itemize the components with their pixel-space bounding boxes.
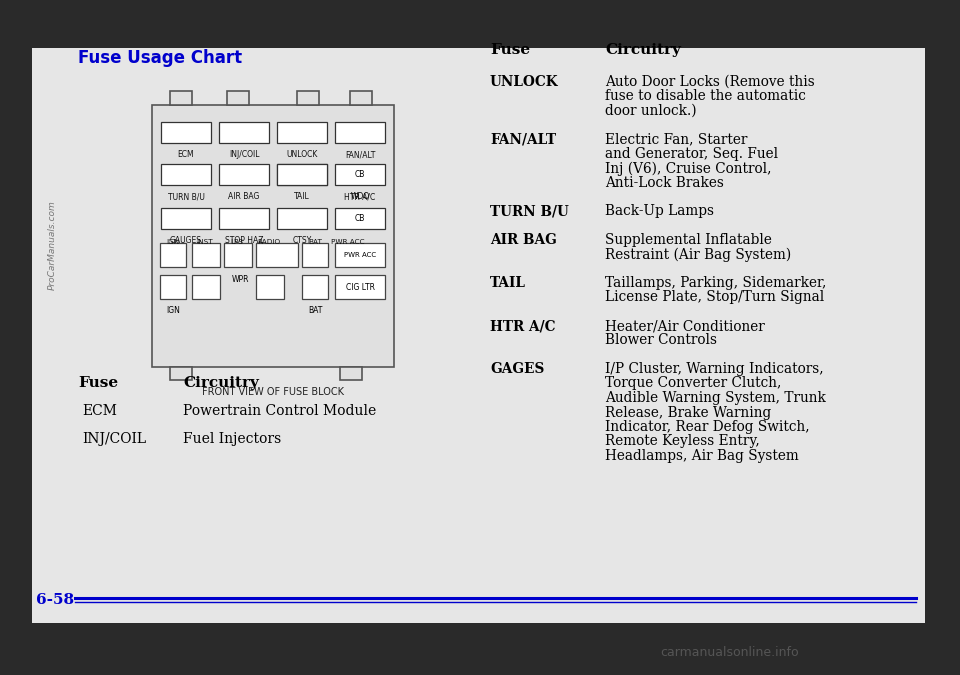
Text: Indicator, Rear Defog Switch,: Indicator, Rear Defog Switch, (605, 420, 809, 434)
Text: INJ/COIL: INJ/COIL (82, 432, 146, 446)
Text: WDO: WDO (350, 192, 370, 201)
Bar (335, 275, 385, 299)
Bar (335, 243, 385, 267)
Text: and Generator, Seq. Fuel: and Generator, Seq. Fuel (605, 147, 779, 161)
Bar (277, 164, 327, 185)
Text: Back-Up Lamps: Back-Up Lamps (605, 205, 714, 219)
Text: Release, Brake Warning: Release, Brake Warning (605, 406, 771, 419)
Bar (161, 208, 211, 229)
Text: CB: CB (355, 170, 365, 179)
Bar (302, 275, 328, 299)
Text: WPR: WPR (231, 275, 249, 284)
Text: Powertrain Control Module: Powertrain Control Module (183, 404, 376, 418)
Bar (277, 208, 327, 229)
Text: TAIL: TAIL (294, 192, 310, 201)
Text: HTR A/C: HTR A/C (345, 192, 375, 201)
Text: Fuel Injectors: Fuel Injectors (183, 432, 281, 446)
Text: Heater/Air Conditioner: Heater/Air Conditioner (605, 319, 765, 333)
Text: Fuse: Fuse (78, 376, 118, 390)
Text: IGN: IGN (166, 239, 180, 245)
Bar (161, 164, 211, 185)
Text: INST: INST (197, 239, 213, 245)
Text: GAGES: GAGES (490, 362, 544, 376)
Text: 6-58: 6-58 (36, 593, 74, 607)
Text: Circuitry: Circuitry (183, 376, 259, 390)
Bar (219, 122, 269, 143)
Text: door unlock.): door unlock.) (605, 104, 697, 118)
Bar (350, 91, 372, 105)
Text: UNLOCK: UNLOCK (490, 75, 559, 89)
Bar (297, 91, 319, 105)
Text: Headlamps, Air Bag System: Headlamps, Air Bag System (605, 449, 799, 463)
Bar (152, 105, 394, 367)
Text: IGN: IGN (166, 306, 180, 315)
Bar (170, 91, 192, 105)
Text: PWR ACC: PWR ACC (331, 239, 365, 245)
Bar (256, 275, 284, 299)
Text: Audible Warning System, Trunk: Audible Warning System, Trunk (605, 391, 826, 405)
Bar (335, 122, 385, 143)
Text: Circuitry: Circuitry (605, 43, 681, 57)
Text: Fuse Usage Chart: Fuse Usage Chart (78, 49, 242, 67)
Text: Inj (V6), Cruise Control,: Inj (V6), Cruise Control, (605, 161, 772, 176)
Text: AIR BAG: AIR BAG (490, 233, 557, 247)
Bar (192, 243, 220, 267)
Text: Electric Fan, Starter: Electric Fan, Starter (605, 132, 748, 146)
Text: AIR BAG: AIR BAG (228, 192, 260, 201)
Bar (224, 243, 252, 267)
Text: Torque Converter Clutch,: Torque Converter Clutch, (605, 377, 781, 391)
Text: ECM: ECM (178, 150, 194, 159)
Text: TURN B/U: TURN B/U (490, 205, 569, 219)
Text: License Plate, Stop/Turn Signal: License Plate, Stop/Turn Signal (605, 290, 825, 304)
Text: FAN/ALT: FAN/ALT (345, 150, 375, 159)
Text: Remote Keyless Entry,: Remote Keyless Entry, (605, 435, 759, 448)
Bar (32, 48, 925, 623)
Bar (340, 367, 362, 380)
Text: GAUGES: GAUGES (170, 236, 202, 245)
Text: STOP HAZ: STOP HAZ (225, 236, 263, 245)
Bar (160, 243, 186, 267)
Bar (335, 164, 385, 185)
Text: I/P Cluster, Warning Indicators,: I/P Cluster, Warning Indicators, (605, 362, 824, 376)
Text: Supplemental Inflatable: Supplemental Inflatable (605, 233, 772, 247)
Text: PWR ACC: PWR ACC (344, 252, 376, 258)
Text: FAN/ALT: FAN/ALT (490, 132, 556, 146)
Text: ProCarManuals.com: ProCarManuals.com (47, 200, 57, 290)
Text: FRONT VIEW OF FUSE BLOCK: FRONT VIEW OF FUSE BLOCK (202, 387, 344, 397)
Bar (302, 243, 328, 267)
Bar (219, 164, 269, 185)
Text: Anti-Lock Brakes: Anti-Lock Brakes (605, 176, 724, 190)
Bar (227, 91, 249, 105)
Text: TURN B/U: TURN B/U (168, 192, 204, 201)
Text: fuse to disable the automatic: fuse to disable the automatic (605, 90, 805, 103)
Text: BAT: BAT (308, 239, 322, 245)
Text: Fuse: Fuse (490, 43, 530, 57)
Text: Auto Door Locks (Remove this: Auto Door Locks (Remove this (605, 75, 815, 89)
Text: INJ/COIL: INJ/COIL (228, 150, 259, 159)
Bar (161, 122, 211, 143)
Bar (335, 208, 385, 229)
Text: BAT: BAT (308, 306, 323, 315)
Text: CTSY: CTSY (293, 236, 312, 245)
Text: CB: CB (355, 214, 365, 223)
Text: TAIL: TAIL (490, 276, 526, 290)
Text: LPS: LPS (230, 239, 244, 245)
Text: Taillamps, Parking, Sidemarker,: Taillamps, Parking, Sidemarker, (605, 276, 827, 290)
Bar (192, 275, 220, 299)
Text: Blower Controls: Blower Controls (605, 333, 717, 348)
Text: UNLOCK: UNLOCK (286, 150, 318, 159)
Text: ECM: ECM (82, 404, 117, 418)
Bar (277, 122, 327, 143)
Bar (277, 164, 327, 185)
Bar (219, 208, 269, 229)
Text: CIG LTR: CIG LTR (346, 283, 374, 292)
Text: carmanualsonline.info: carmanualsonline.info (660, 647, 800, 659)
Text: Restraint (Air Bag System): Restraint (Air Bag System) (605, 248, 791, 262)
Bar (160, 275, 186, 299)
Bar (256, 243, 298, 267)
Text: HTR A/C: HTR A/C (490, 319, 556, 333)
Text: RADIO: RADIO (257, 239, 280, 245)
Bar (170, 367, 192, 380)
